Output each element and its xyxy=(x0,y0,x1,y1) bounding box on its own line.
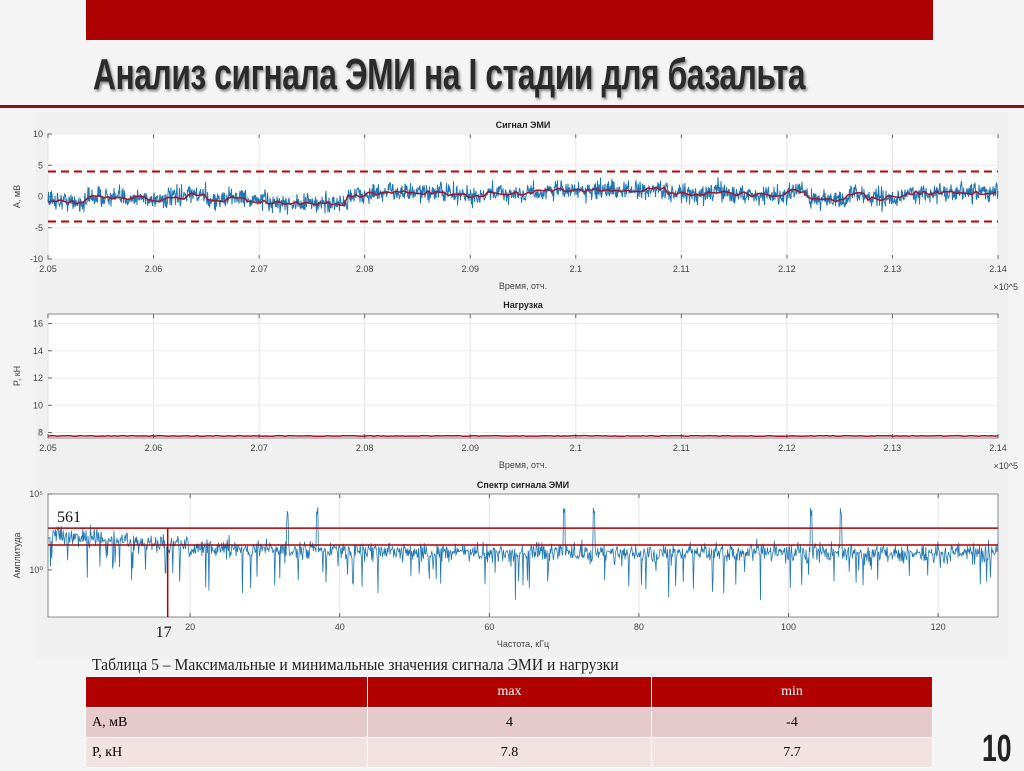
charts-figure: Сигнал ЭМИ Время, отч. А, мВ 2.05 2.06 2.07 2.… xyxy=(12,120,1019,649)
x-axis-label: Время, отч. xyxy=(499,281,547,291)
x-exponent-label: ×10^5 xyxy=(994,461,1019,471)
cell-min: 7.7 xyxy=(651,737,933,768)
x-tick-label: 2.12 xyxy=(778,264,796,274)
signal-mean-series xyxy=(47,186,997,207)
x-tick-label: 80 xyxy=(634,622,644,632)
y-axis-label: P, кН xyxy=(12,366,22,386)
chart-title: Сигнал ЭМИ xyxy=(496,120,551,130)
chart-title: Нагрузка xyxy=(503,300,543,310)
x-tick-label: 2.14 xyxy=(989,443,1007,453)
spectrum-series xyxy=(47,507,999,601)
y-tick-label: 10 xyxy=(33,129,43,139)
header-bar xyxy=(86,0,933,40)
row-label: А, мВ xyxy=(85,707,368,738)
x-tick-label: 2.05 xyxy=(39,264,57,274)
x-tick-label: 2.12 xyxy=(778,443,796,453)
y-tick-label: 10⁵ xyxy=(29,489,43,499)
x-tick-label: 2.08 xyxy=(356,264,374,274)
x-tick-label: 2.11 xyxy=(673,443,690,453)
cell-max: 4 xyxy=(367,707,652,738)
signal-series xyxy=(47,177,999,215)
header-cell: min xyxy=(651,676,933,708)
cell-min: -4 xyxy=(651,707,933,738)
y-tick-label: 10 xyxy=(33,400,43,410)
cell-max: 7.8 xyxy=(367,737,652,768)
y-tick-label: 0 xyxy=(38,192,43,202)
load-series xyxy=(47,434,999,438)
x-tick-label: 2.08 xyxy=(356,443,374,453)
header-cell: max xyxy=(367,676,652,708)
x-tick-label: 120 xyxy=(931,622,946,632)
x-tick-label: 2.07 xyxy=(250,264,268,274)
y-tick-label: 5 xyxy=(38,160,43,170)
x-tick-label: 2.13 xyxy=(884,264,902,274)
row-label: P, кН xyxy=(85,737,368,768)
x-tick-label: 2.05 xyxy=(39,443,57,453)
header-cell xyxy=(85,676,368,708)
x-tick-label: 60 xyxy=(484,622,494,632)
values-table: max min А, мВ 4 -4 P, кН 7.8 7.7 xyxy=(85,676,933,768)
x-axis-label: Частота, кГц xyxy=(497,639,549,649)
x-tick-label: 2.06 xyxy=(145,443,163,453)
y-tick-label: 8 xyxy=(38,428,43,438)
table-caption: Таблица 5 – Максимальные и минимальные з… xyxy=(92,655,619,674)
slide-title: Анализ сигнала ЭМИ на I стадии для базал… xyxy=(93,50,806,99)
y-tick-label: 10⁰ xyxy=(29,565,43,575)
plot-area xyxy=(47,313,999,439)
x-axis-label: Время, отч. xyxy=(499,460,547,470)
table-row: А, мВ 4 -4 xyxy=(85,707,933,738)
y-axis-label: А, мВ xyxy=(12,185,22,208)
x-tick-label: 40 xyxy=(335,622,345,632)
x-exponent-label: ×10^5 xyxy=(994,282,1019,292)
marker-annotation: 17 xyxy=(156,624,172,641)
threshold-annotation: 561 xyxy=(57,509,81,526)
y-tick-label: 12 xyxy=(33,373,43,383)
x-tick-label: 20 xyxy=(185,622,195,632)
x-tick-label: 2.09 xyxy=(461,264,479,274)
y-tick-label: 16 xyxy=(33,319,43,329)
y-tick-label: -5 xyxy=(35,223,43,233)
x-tick-label: 2.09 xyxy=(461,443,479,453)
title-divider xyxy=(0,105,1024,108)
y-tick-label: -10 xyxy=(30,254,43,264)
x-tick-label: 2.13 xyxy=(884,443,902,453)
x-tick-label: 2.06 xyxy=(145,264,163,274)
y-axis-label: Амплитуда xyxy=(12,532,22,578)
x-tick-label: 2.1 xyxy=(570,443,583,453)
x-tick-label: 2.07 xyxy=(250,443,268,453)
x-tick-label: 2.14 xyxy=(989,264,1007,274)
table-row: P, кН 7.8 7.7 xyxy=(85,737,933,768)
chart-title: Спектр сигнала ЭМИ xyxy=(477,480,569,490)
x-tick-label: 100 xyxy=(781,622,796,632)
x-tick-label: 2.1 xyxy=(570,264,583,274)
page-number: 10 xyxy=(982,728,1012,770)
x-tick-label: 2.11 xyxy=(673,264,690,274)
table-header-row: max min xyxy=(85,676,933,708)
y-tick-label: 14 xyxy=(33,346,43,356)
